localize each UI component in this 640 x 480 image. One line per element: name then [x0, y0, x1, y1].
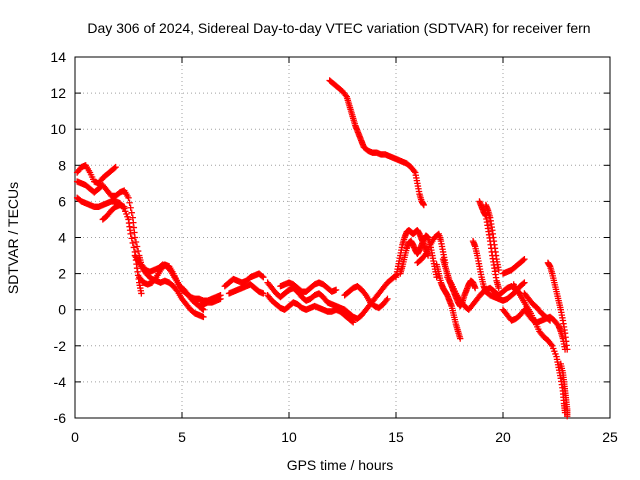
- data-point: [128, 235, 135, 242]
- series-trace-w: [476, 198, 502, 292]
- data-point: [547, 341, 555, 348]
- series-trace-s: [433, 261, 464, 342]
- data-point: [127, 204, 134, 211]
- data-point: [521, 279, 528, 286]
- y-tick-label: 2: [58, 266, 66, 282]
- series-trace-j: [225, 281, 267, 297]
- series-trace-r: [414, 230, 449, 266]
- grid: [75, 57, 610, 418]
- y-tick-label: -6: [54, 410, 67, 426]
- x-tick-label: 10: [281, 429, 297, 445]
- data-point: [383, 297, 390, 304]
- data-point: [546, 317, 554, 324]
- data-point: [125, 194, 132, 201]
- data-point: [138, 290, 145, 297]
- y-tick-label: 4: [58, 230, 66, 246]
- series-trace-l: [264, 292, 357, 326]
- series-trace-m: [277, 279, 340, 295]
- series-trace-h: [195, 295, 224, 310]
- data-point: [259, 273, 266, 280]
- series-trace-n: [341, 283, 391, 312]
- data-point: [545, 316, 553, 323]
- data-point: [134, 247, 142, 255]
- y-tick-label: -2: [54, 338, 67, 354]
- data-marks: [73, 77, 571, 420]
- data-point: [131, 234, 139, 241]
- data-point: [384, 295, 391, 303]
- y-tick-label: -4: [54, 374, 67, 390]
- data-point: [348, 318, 356, 325]
- data-point: [521, 255, 528, 263]
- series-trace-ab: [521, 290, 554, 324]
- x-axis-label: GPS time / hours: [287, 457, 394, 473]
- x-tick-label: 5: [178, 429, 186, 445]
- x-tick-label: 20: [495, 429, 511, 445]
- data-point: [128, 209, 135, 216]
- data-point: [495, 284, 502, 292]
- data-point: [132, 238, 140, 246]
- axis-ticks: 0 5 10 15 20 25 -6 -4 -2 0 2 4 6 8 10 12 14: [50, 49, 618, 445]
- y-tick-label: 14: [50, 49, 66, 65]
- data-point: [564, 412, 571, 420]
- data-point: [133, 243, 141, 250]
- data-point: [130, 244, 138, 251]
- series-trace-ac: [544, 259, 571, 353]
- data-point: [217, 295, 224, 303]
- series-trace-c: [73, 194, 145, 297]
- data-point: [127, 230, 134, 238]
- y-tick-label: 6: [58, 193, 66, 209]
- chart-title: Day 306 of 2024, Sidereal Day-to-day VTE…: [87, 20, 590, 36]
- series-trace-i: [221, 270, 267, 290]
- y-axis-label: SDTVAR / TECUs: [5, 182, 21, 294]
- series-trace-o: [326, 77, 428, 209]
- data-point: [332, 286, 340, 294]
- data-point: [520, 256, 527, 264]
- series-trace-d: [99, 201, 128, 223]
- y-tick-label: 0: [58, 302, 66, 318]
- data-point: [121, 203, 128, 211]
- data-point: [520, 280, 527, 287]
- y-tick-label: 10: [50, 121, 66, 137]
- data-point: [421, 251, 429, 259]
- series-trace-ad: [557, 360, 571, 420]
- data-point: [200, 313, 207, 321]
- data-point: [200, 306, 207, 313]
- data-point: [457, 335, 464, 342]
- series-trace-y: [499, 255, 528, 277]
- data-point: [350, 319, 357, 326]
- data-point: [126, 199, 133, 206]
- x-tick-label: 15: [388, 429, 404, 445]
- x-tick-label: 25: [602, 429, 618, 445]
- data-point: [260, 274, 267, 281]
- series-trace-x: [482, 201, 502, 274]
- data-point: [260, 290, 267, 297]
- data-point: [129, 239, 136, 247]
- x-tick-label: 0: [71, 429, 79, 445]
- y-tick-label: 12: [50, 85, 66, 101]
- data-point: [471, 284, 479, 292]
- data-point: [495, 266, 502, 274]
- series-trace-a: [73, 162, 119, 187]
- y-tick-label: 8: [58, 157, 66, 173]
- data-point: [410, 167, 418, 175]
- data-point: [420, 201, 428, 209]
- data-point: [564, 346, 571, 353]
- data-point: [111, 164, 118, 172]
- data-point: [112, 163, 119, 171]
